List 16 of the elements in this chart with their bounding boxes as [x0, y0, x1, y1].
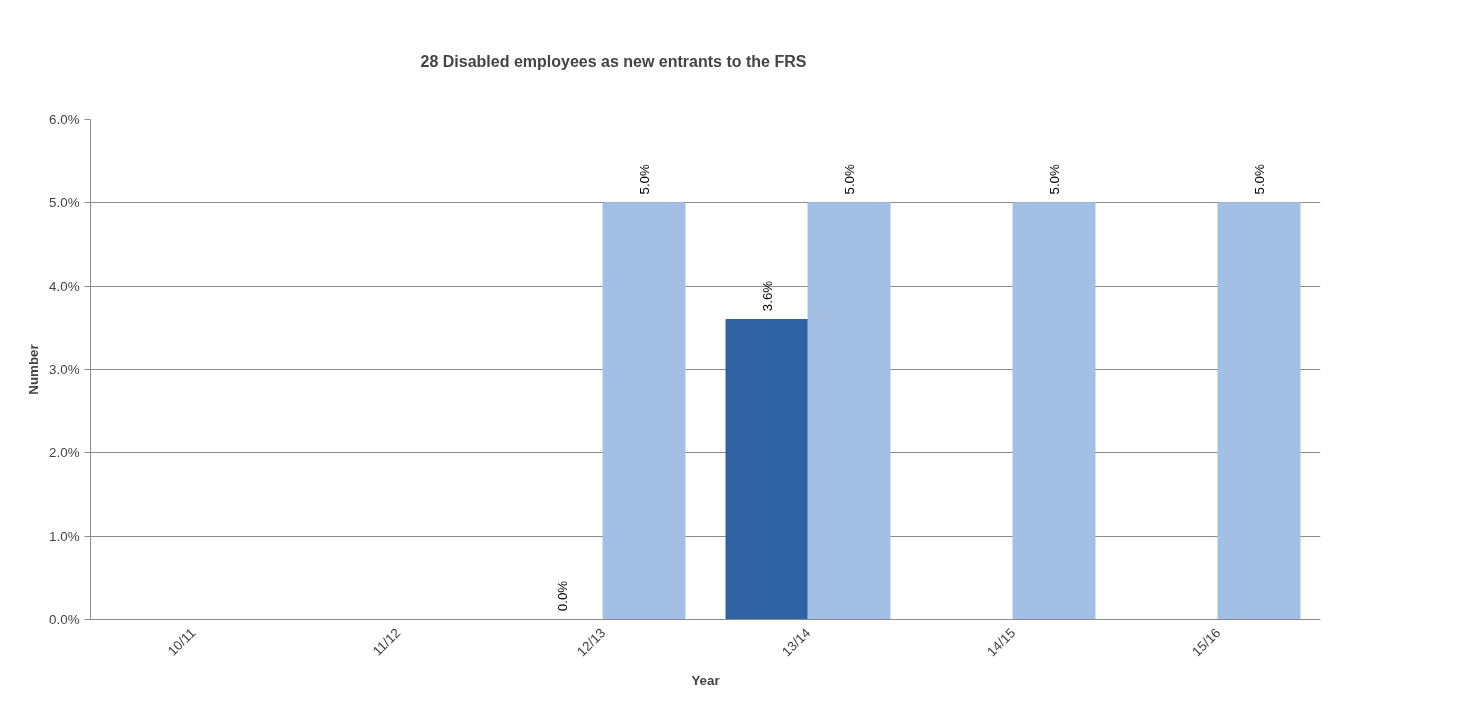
- data-label: 5.0%: [1251, 163, 1267, 195]
- y-tick-label: 1.0%: [49, 528, 80, 544]
- data-label: 0.0%: [554, 580, 570, 612]
- data-label: 5.0%: [1046, 163, 1062, 195]
- y-tick-label: 2.0%: [49, 445, 80, 461]
- y-tick-label: 5.0%: [49, 195, 80, 211]
- x-axis-title: Year: [691, 672, 720, 688]
- data-label: 5.0%: [636, 163, 652, 195]
- y-axis-title: Number: [26, 344, 42, 395]
- chart-title: 28 Disabled employees as new entrants to the FRS: [420, 52, 807, 70]
- data-label: 5.0%: [841, 163, 857, 195]
- y-tick-label: 4.0%: [49, 278, 80, 294]
- y-tick-label: 6.0%: [49, 112, 80, 127]
- y-tick-label: 0.0%: [49, 612, 80, 627]
- data-label: 3.6%: [759, 280, 775, 312]
- y-tick-label: 3.0%: [49, 362, 80, 377]
